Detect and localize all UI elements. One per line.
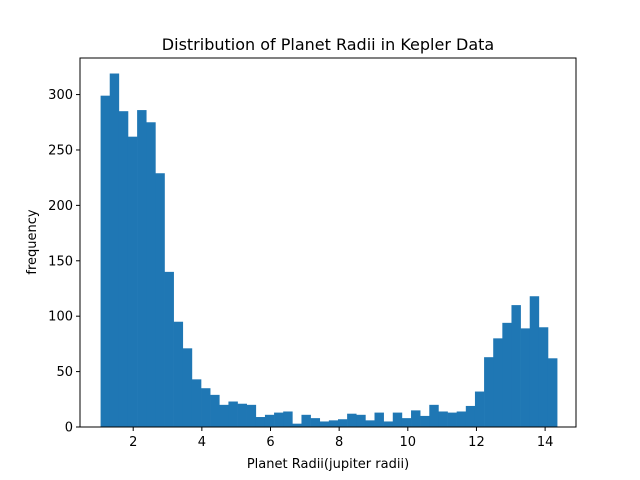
histogram-bar [292,423,302,427]
histogram-bar [383,421,394,427]
histogram-bar [100,95,111,428]
chart-title: Distribution of Planet Radii in Kepler D… [162,35,494,54]
histogram-bar [538,327,549,427]
histogram-bar [502,322,512,427]
y-tick-label: 200 [48,199,73,214]
bars-group [100,73,558,428]
x-tick-label: 14 [537,435,554,450]
histogram-bar [465,405,476,427]
histogram-bar [447,412,457,427]
histogram-bar [328,420,339,427]
x-tick-label: 2 [129,435,137,450]
histogram-bar [474,391,485,427]
histogram-bar [173,321,184,427]
histogram-bar [319,421,330,427]
x-tick-label: 8 [335,435,343,450]
histogram-bar [109,73,120,427]
histogram-bar [356,414,366,427]
histogram-bar [547,358,558,427]
histogram-bar [146,122,156,428]
histogram-bar [219,404,229,427]
histogram-bar [429,404,439,427]
histogram-bar [347,413,357,427]
histogram-bar [155,173,165,427]
x-axis-label: Planet Radii(jupiter radii) [247,457,409,472]
histogram-bar [529,296,540,427]
histogram-bar [191,379,202,427]
histogram-bar [420,415,430,427]
histogram-bar [493,338,503,427]
x-ticks: 2 4 6 8 10 12 14 [129,427,553,450]
y-tick-label: 150 [48,254,73,269]
histogram-bar [164,271,174,427]
histogram-bar [255,417,266,427]
histogram-bar [374,412,384,427]
histogram-bar [337,419,348,427]
x-tick-label: 10 [400,435,417,450]
y-tick-label: 250 [48,143,73,158]
histogram-bar [246,404,257,427]
histogram-bar [310,418,321,427]
histogram-bar [201,388,211,427]
histogram-bar [511,305,521,427]
x-tick-label: 4 [198,435,206,450]
y-ticks: 0 50 100 150 200 250 300 [48,88,80,436]
x-tick-label: 6 [266,435,274,450]
histogram-bar [392,412,403,427]
y-tick-label: 50 [56,365,73,380]
histogram-bar [237,403,247,427]
histogram-bar [520,328,531,427]
histogram-bar [283,411,293,427]
histogram-bar [401,418,412,427]
histogram-bar [264,414,275,427]
histogram-bar [118,111,129,428]
x-tick-label: 12 [468,435,485,450]
histogram-bar [210,394,220,427]
histogram-bar [182,348,193,427]
histogram-bar [127,136,138,428]
histogram-bar [228,401,238,427]
plot-frame [79,57,577,428]
y-axis-label: frequency [25,209,40,275]
histogram-bar [438,411,448,427]
histogram-bar [456,411,467,427]
y-tick-label: 300 [48,88,73,103]
histogram-bar [484,357,494,427]
histogram-bar [137,110,147,427]
y-tick-label: 0 [65,421,73,436]
histogram-bar [411,410,421,427]
histogram-bar [365,420,375,427]
histogram-bar [274,412,284,427]
histogram-bar [301,414,311,427]
y-tick-label: 100 [48,310,73,325]
